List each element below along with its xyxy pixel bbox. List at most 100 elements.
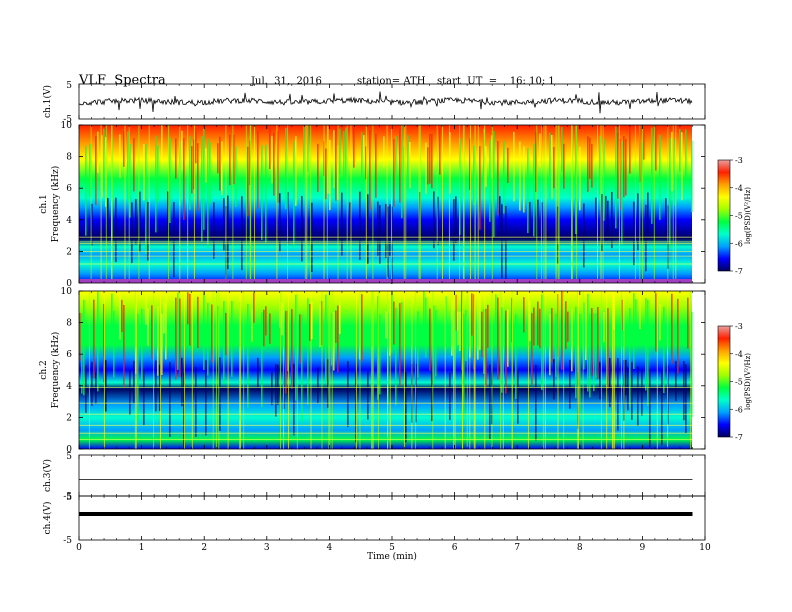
spectrogram-column xyxy=(499,196,501,229)
spectrogram-column xyxy=(529,301,531,341)
colorbar-tick-label: -4 xyxy=(735,184,743,193)
spectrogram-column xyxy=(627,367,629,411)
spectrogram-column xyxy=(419,191,421,245)
spectrogram-column xyxy=(203,292,205,370)
spectrogram-column xyxy=(115,197,117,263)
spectrogram-column xyxy=(119,291,121,340)
spectrogram-column xyxy=(599,362,601,400)
spectrogram-column xyxy=(361,132,363,200)
spectrogram-column xyxy=(269,127,271,169)
spectrogram-column xyxy=(303,126,305,178)
station-label: station= ATH xyxy=(357,76,426,87)
spectrogram-column xyxy=(493,131,495,238)
spectrogram-column xyxy=(377,296,379,400)
spectrogram-column xyxy=(593,313,595,392)
spectrogram-column xyxy=(585,302,587,360)
spectrogram-column xyxy=(287,310,289,372)
y-tick-label: 10 xyxy=(61,287,73,297)
spectrogram-column xyxy=(409,142,411,189)
spectrogram-column xyxy=(423,291,425,332)
spectrogram-column xyxy=(363,135,365,163)
spectrogram-column xyxy=(161,125,163,165)
spectrogram-column xyxy=(223,301,225,384)
y-tick-label: 4 xyxy=(66,382,72,392)
spectrogram-column xyxy=(625,138,627,196)
spectrogram-column xyxy=(309,303,311,342)
spectrogram-column xyxy=(497,297,499,380)
spectrogram-column xyxy=(665,198,667,237)
y-axis-label: ch.4(V) xyxy=(42,502,53,535)
spectrogram-column xyxy=(431,371,433,422)
spectrogram-column xyxy=(221,141,223,195)
spectrogram-column xyxy=(533,307,535,346)
spectrogram-column xyxy=(637,366,639,427)
spectrogram-column xyxy=(197,143,199,211)
low-frequency-band xyxy=(79,279,692,283)
spectrogram-column xyxy=(165,294,167,360)
spectrogram-column xyxy=(103,303,105,383)
spectrogram-column xyxy=(641,142,643,182)
spectrogram-column xyxy=(535,365,537,441)
spectrogram-column xyxy=(103,128,105,191)
spectrogram-column xyxy=(233,134,235,185)
spectrogram-column xyxy=(449,372,451,421)
ch1-waveform-line xyxy=(78,91,693,114)
spectrogram-column xyxy=(591,143,593,188)
spectrogram-column xyxy=(393,139,395,207)
spectrogram-column xyxy=(569,359,571,409)
spectrogram-column xyxy=(633,293,635,369)
spectrogram-column xyxy=(641,369,643,416)
spectrogram-column xyxy=(425,297,427,358)
spectrogram-column xyxy=(209,142,211,204)
spectrogram-column xyxy=(183,137,185,220)
spectrogram-column xyxy=(401,301,403,347)
spectrogram-column xyxy=(155,360,157,412)
x-axis-label: Time (min) xyxy=(367,551,417,562)
spectrogram-column xyxy=(589,314,591,398)
y-tick-label: 5 xyxy=(66,81,72,91)
spectrogram-column xyxy=(163,301,165,334)
y-tick-label: 8 xyxy=(66,319,72,329)
spectrogram-column xyxy=(611,191,613,249)
spectrogram-column xyxy=(91,203,93,246)
spectrogram-column xyxy=(455,294,457,331)
spectrogram-column xyxy=(179,298,181,377)
spectrogram-column xyxy=(123,305,125,387)
spectrogram-column xyxy=(189,136,191,210)
spectrogram-column xyxy=(347,361,349,428)
spectrogram-column xyxy=(579,146,581,211)
date-label: Jul. 31, 2016 xyxy=(251,76,322,87)
spectrogram-column xyxy=(537,301,539,346)
spectrogram-column xyxy=(101,135,103,198)
y-tick-label: 4 xyxy=(66,216,72,226)
spectrogram-column xyxy=(465,310,467,361)
spectrogram-column xyxy=(661,370,663,446)
spectrogram-column xyxy=(327,126,329,194)
spectrogram-column xyxy=(645,298,647,391)
spectrogram-column xyxy=(591,308,593,376)
spectrogram-column xyxy=(453,199,455,261)
spectrogram-column xyxy=(355,371,357,443)
x-tick-label: 0 xyxy=(76,543,82,553)
spectrogram-column xyxy=(637,193,639,251)
spectrogram-column xyxy=(157,145,159,202)
spectrogram-column xyxy=(517,370,519,424)
spectrogram-column xyxy=(359,191,361,260)
spectrogram-column xyxy=(111,293,113,340)
spectrogram-column xyxy=(605,196,607,241)
spectrogram-column xyxy=(489,364,491,440)
spectrogram-column xyxy=(311,301,313,340)
spectrogram-column xyxy=(549,133,551,201)
spectrogram-column xyxy=(405,371,407,443)
y-tick-label: 6 xyxy=(66,350,72,360)
spectrogram-column xyxy=(157,306,159,376)
spectrogram-column xyxy=(663,306,665,393)
spectrogram-column xyxy=(445,296,447,349)
spectrogram-column xyxy=(417,311,419,378)
spectrogram-column xyxy=(439,128,441,175)
spectrogram-column xyxy=(95,372,97,404)
spectrogram-column xyxy=(317,143,319,192)
spectrogram-column xyxy=(507,147,509,183)
spectrogram-column xyxy=(341,192,343,256)
spectrogram-1-columns xyxy=(79,125,693,284)
